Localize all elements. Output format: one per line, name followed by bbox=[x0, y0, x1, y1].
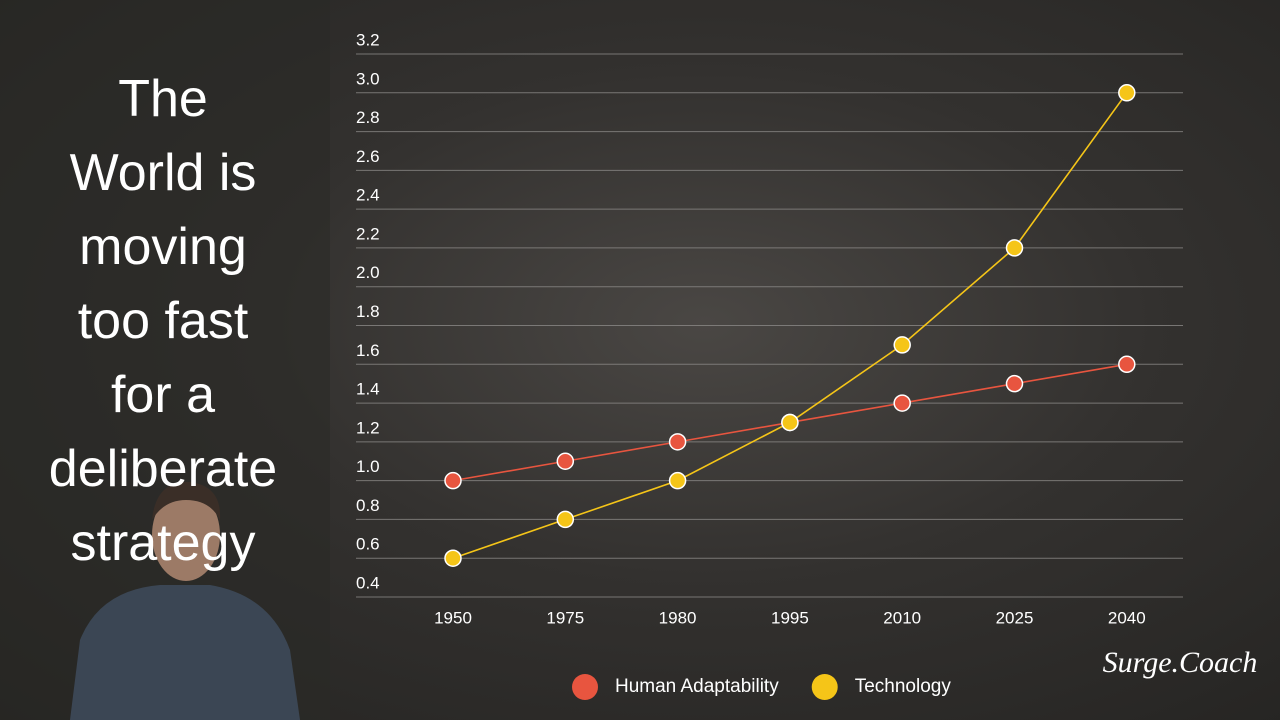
x-tick-label: 2040 bbox=[1108, 608, 1146, 627]
legend-swatch bbox=[572, 674, 598, 700]
legend-label: Human Adaptability bbox=[615, 676, 779, 697]
y-tick-label: 1.4 bbox=[356, 380, 380, 399]
headline-line: World is bbox=[69, 144, 257, 202]
data-point bbox=[556, 452, 575, 470]
logo: Surge.Coach bbox=[1103, 646, 1258, 679]
y-tick-label: 1.0 bbox=[356, 457, 380, 476]
data-point bbox=[668, 471, 687, 490]
data-point bbox=[1118, 355, 1136, 374]
data-point bbox=[1005, 239, 1024, 257]
presenter-head bbox=[152, 489, 220, 581]
data-point bbox=[444, 471, 462, 490]
headline-line: for a bbox=[110, 366, 216, 424]
y-tick-label: 0.4 bbox=[356, 573, 380, 592]
headline-line: The bbox=[118, 70, 208, 128]
x-tick-label: 1980 bbox=[659, 608, 697, 627]
data-point bbox=[781, 413, 799, 432]
data-point bbox=[444, 549, 462, 567]
y-tick-label: 1.8 bbox=[356, 302, 380, 321]
data-point bbox=[1118, 84, 1136, 102]
headline-line: moving bbox=[79, 218, 247, 276]
y-tick-label: 1.2 bbox=[356, 418, 380, 437]
y-tick-label: 0.6 bbox=[356, 535, 380, 554]
x-tick-label: 2025 bbox=[996, 608, 1034, 627]
presenter-hair bbox=[152, 481, 221, 520]
headline-line: strategy bbox=[70, 514, 256, 572]
presenter-body bbox=[70, 585, 300, 720]
y-tick-label: 2.4 bbox=[356, 186, 380, 205]
y-tick-label: 2.2 bbox=[356, 224, 380, 243]
legend-label: Technology bbox=[855, 676, 952, 697]
y-tick-label: 2.8 bbox=[356, 108, 380, 127]
headline-line: deliberate bbox=[48, 440, 278, 498]
x-tick-label: 1975 bbox=[546, 608, 584, 627]
legend-swatch bbox=[811, 674, 838, 700]
headline: The World is moving too fast for a deliberate… bbox=[10, 62, 316, 580]
data-point bbox=[1005, 374, 1024, 393]
y-tick-label: 3.2 bbox=[356, 30, 380, 49]
y-tick-label: 2.0 bbox=[356, 263, 380, 282]
headline-line: too fast bbox=[77, 292, 249, 350]
data-point bbox=[668, 433, 687, 451]
y-tick-label: 0.8 bbox=[356, 496, 380, 515]
x-tick-label: 2010 bbox=[883, 608, 921, 627]
y-tick-label: 1.6 bbox=[356, 341, 380, 360]
data-point bbox=[893, 394, 911, 412]
data-point bbox=[893, 336, 911, 354]
y-tick-label: 3.0 bbox=[356, 69, 380, 88]
presenter bbox=[70, 481, 300, 720]
x-tick-label: 1950 bbox=[434, 608, 472, 627]
x-tick-label: 1995 bbox=[771, 608, 809, 627]
y-tick-label: 2.6 bbox=[356, 147, 380, 166]
data-point bbox=[556, 510, 575, 529]
